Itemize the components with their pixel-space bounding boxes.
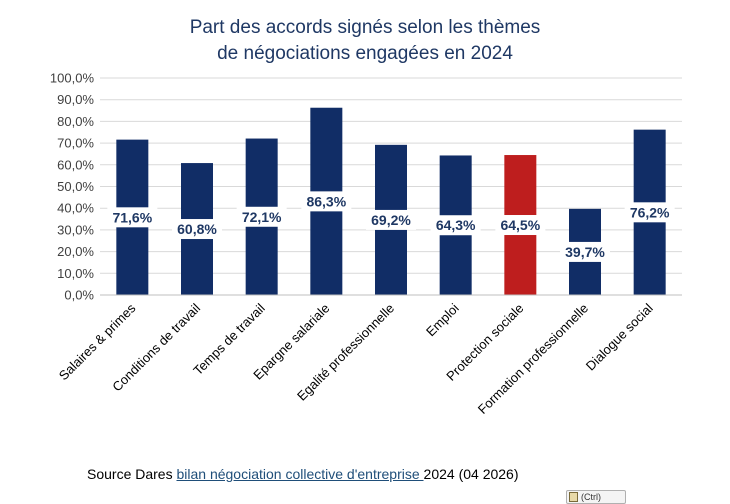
data-label-background (624, 202, 675, 223)
data-label: 86,3% (306, 193, 346, 209)
y-tick-label: 70,0% (57, 136, 94, 151)
category-label: Dialogue social (583, 300, 656, 373)
data-label: 72,1% (242, 209, 282, 225)
data-label-background (560, 241, 610, 262)
paste-options-button[interactable]: (Ctrl) (566, 490, 626, 504)
source-note: Source Dares bilan négociation collectiv… (87, 466, 519, 482)
paste-options-label: (Ctrl) (581, 492, 601, 502)
data-label: 39,7% (565, 244, 605, 260)
data-labels: 71,6% 60,8% 72,1% 86,3% 69,2% 64,3% 64,5% 39,7%… (107, 191, 675, 262)
source-suffix: 2024 (04 2026) (423, 466, 519, 482)
data-label: 71,6% (112, 209, 152, 225)
data-label-background (366, 209, 416, 230)
data-label: 64,5% (500, 217, 540, 233)
chart-title-line-2: de négociations engagées en 2024 (217, 43, 513, 64)
source-link[interactable]: bilan négociation collective d'entrepris… (176, 466, 424, 482)
data-label: 69,2% (371, 212, 411, 228)
category-label: Formation professionnelle (475, 301, 591, 417)
y-tick-label: 90,0% (57, 92, 94, 107)
source-prefix: Source Dares (87, 466, 177, 482)
bars (116, 107, 666, 295)
y-tick-label: 10,0% (57, 266, 94, 281)
data-label-background (172, 219, 222, 240)
y-tick-label: 40,0% (57, 201, 94, 216)
y-tick-label: 20,0% (57, 244, 94, 259)
data-label: 76,2% (630, 204, 670, 220)
data-label-background (495, 215, 546, 236)
y-tick-label: 80,0% (57, 114, 94, 129)
y-tick-label: 60,0% (57, 157, 94, 172)
data-label: 64,3% (436, 217, 476, 233)
y-tick-label: 50,0% (57, 179, 94, 194)
y-axis-ticks: 0,0% 10,0% 20,0% 30,0% 40,0% 50,0% 60,0% 70,0% 8… (50, 71, 95, 303)
chart-title-line-1: Part des accords signés selon les thèmes (190, 17, 541, 38)
clipboard-icon (569, 492, 578, 502)
data-label-background (430, 215, 481, 236)
data-label-background (236, 206, 287, 227)
data-label-background (301, 191, 352, 212)
y-tick-label: 100,0% (50, 71, 95, 86)
category-label: Emploi (423, 300, 462, 339)
y-tick-label: 0,0% (64, 288, 94, 303)
y-tick-label: 30,0% (57, 222, 94, 237)
data-label: 60,8% (177, 221, 217, 237)
data-label-background (107, 207, 158, 228)
